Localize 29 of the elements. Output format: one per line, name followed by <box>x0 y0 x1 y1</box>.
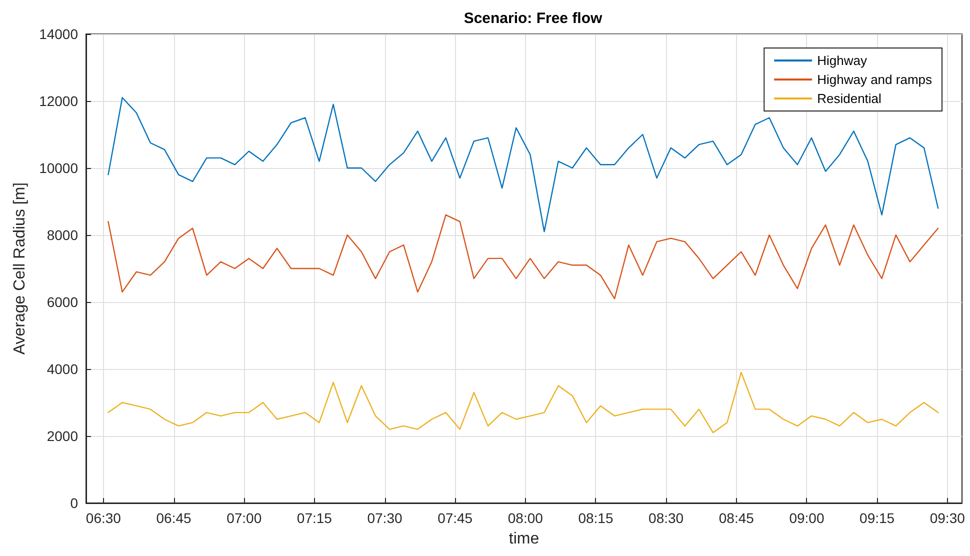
y-tick-label: 0 <box>70 495 78 511</box>
x-tick-label: 06:45 <box>156 510 192 526</box>
legend-label: Highway and ramps <box>817 72 932 87</box>
x-tick-label: 08:15 <box>578 510 614 526</box>
x-tick-label: 09:15 <box>860 510 895 526</box>
x-tick-label: 08:00 <box>508 510 544 526</box>
x-tick-label: 09:30 <box>930 510 966 526</box>
y-tick-label: 2000 <box>46 428 78 444</box>
x-tick-label: 07:00 <box>226 510 262 526</box>
x-tick-label: 09:00 <box>789 510 824 526</box>
y-tick-label: 4000 <box>46 361 78 377</box>
x-tick-label: 07:45 <box>438 510 473 526</box>
x-axis-title: time <box>508 530 540 548</box>
x-tick-label: 08:45 <box>718 510 754 526</box>
line-series <box>108 372 939 434</box>
x-tick-label: 06:30 <box>86 510 122 526</box>
y-axis-title: Average Cell Radius [m] <box>12 182 29 355</box>
line-series <box>108 214 939 300</box>
chart-title: Scenario: Free flow <box>464 10 603 27</box>
y-tick-label: 10000 <box>39 160 78 176</box>
y-tick-label: 6000 <box>46 294 78 310</box>
legend-label: Highway <box>817 53 868 68</box>
x-tick-label: 07:15 <box>296 510 332 526</box>
y-tick-label: 8000 <box>46 227 78 243</box>
x-tick-label: 08:30 <box>648 510 684 526</box>
legend-label: Residential <box>817 91 882 106</box>
x-tick-label: 07:30 <box>367 510 402 526</box>
y-tick-label: 12000 <box>39 93 78 109</box>
y-tick-label: 14000 <box>39 26 78 42</box>
